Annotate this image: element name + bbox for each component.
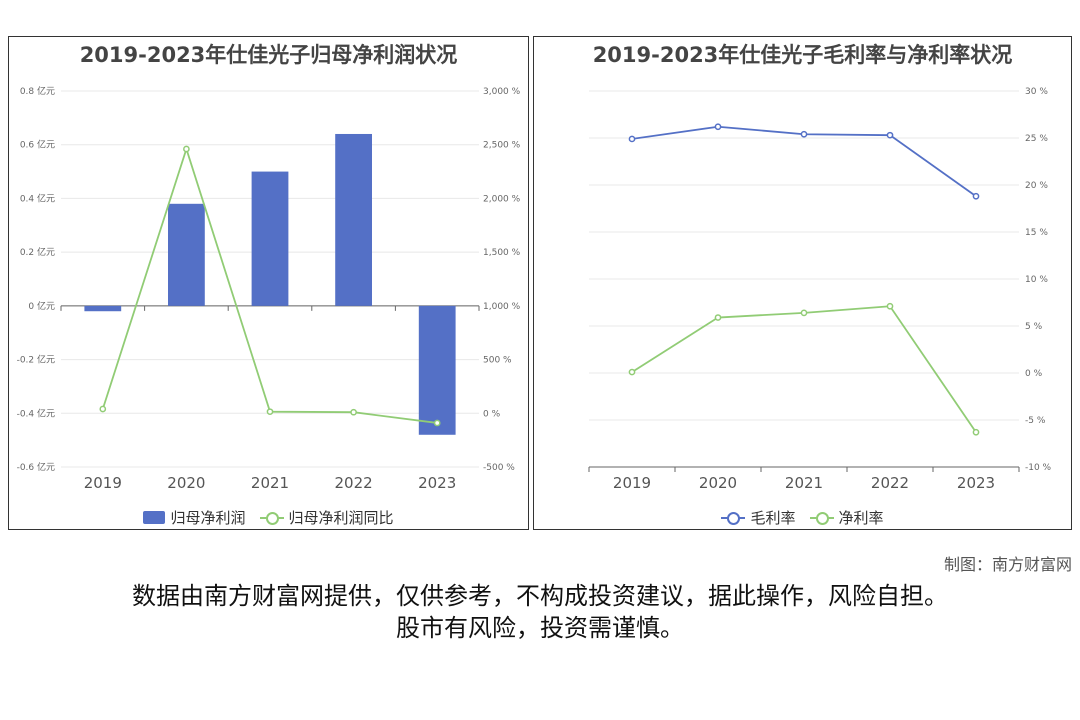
legend-item-gross-margin[interactable]: 毛利率 xyxy=(721,507,796,528)
x-tick-label: 2019 xyxy=(84,474,122,492)
y-right-tick-label: 30 % xyxy=(1025,87,1048,97)
point-net-margin-2021 xyxy=(800,309,808,317)
y-left-tick-label: 0.6 亿元 xyxy=(20,139,55,151)
legend-line-swatch xyxy=(259,511,284,525)
x-tick-label: 2022 xyxy=(335,474,373,492)
chart-credit: 制图：南方财富网 xyxy=(943,555,1072,574)
bar-net-profit-2019 xyxy=(84,305,122,312)
point-net-profit-yoy-2020 xyxy=(183,145,190,153)
x-tick-label: 2020 xyxy=(699,474,737,492)
legend-item-net-margin[interactable]: 净利率 xyxy=(809,507,884,528)
bar-net-profit-2021 xyxy=(251,171,289,306)
y-right-tick-label: 2,500 % xyxy=(483,141,521,151)
line-net-margin xyxy=(631,305,977,433)
legend-line-swatch xyxy=(809,511,834,525)
x-tick-label: 2019 xyxy=(613,474,651,492)
y-left-tick-label: 0 亿元 xyxy=(28,300,55,312)
y-right-tick-label: 1,000 % xyxy=(483,302,521,312)
point-gross-margin-2020 xyxy=(714,123,722,131)
legend-label-net-profit: 归母净利润 xyxy=(170,509,246,527)
x-tick-label: 2020 xyxy=(167,474,205,492)
bar-net-profit-2020 xyxy=(168,203,205,306)
point-gross-margin-2021 xyxy=(800,130,808,138)
net-profit-chart-panel: -0.6 亿元 -0.4 亿元 -0.2 亿元 0 亿元 0.2 亿元 0.4 亿元 0.6… xyxy=(8,36,529,530)
point-net-margin-2019 xyxy=(628,368,636,376)
point-gross-margin-2023 xyxy=(972,192,980,200)
x-tick-label: 2023 xyxy=(418,474,456,492)
y-right-tick-label: 0 % xyxy=(483,409,501,419)
y-left-tick-label: -0.2 亿元 xyxy=(17,354,55,366)
y-left-tick-label: -0.4 亿元 xyxy=(17,407,55,419)
y-right-tick-label: 15 % xyxy=(1025,228,1048,238)
disclaimer: 数据由南方财富网提供，仅供参考，不构成投资建议，据此操作，风险自担。 股市有风险… xyxy=(0,580,1080,644)
disclaimer-line-1: 数据由南方财富网提供，仅供参考，不构成投资建议，据此操作，风险自担。 xyxy=(132,582,948,610)
y-right-tick-label: -500 % xyxy=(483,463,515,473)
point-gross-margin-2019 xyxy=(628,135,636,143)
y-left-tick-label: 0.8 亿元 xyxy=(20,85,55,97)
y-left-tick-label: 0.2 亿元 xyxy=(20,246,55,258)
margin-legend: 毛利率 净利率 xyxy=(534,507,1071,528)
y-right-tick-label: 1,500 % xyxy=(483,248,521,258)
legend-label-net-margin: 净利率 xyxy=(838,509,884,527)
point-gross-margin-2022 xyxy=(886,131,894,139)
y-left-tick-label: -0.6 亿元 xyxy=(17,461,55,473)
x-tick-label: 2022 xyxy=(871,474,909,492)
x-tick-label: 2021 xyxy=(251,474,289,492)
net-profit-chart: -0.6 亿元 -0.4 亿元 -0.2 亿元 0 亿元 0.2 亿元 0.4 亿元 0.6… xyxy=(17,85,521,492)
bar-net-profit-2023 xyxy=(418,305,456,435)
bar-net-profit-2022 xyxy=(335,133,372,306)
x-tick-label: 2023 xyxy=(957,474,995,492)
point-net-profit-yoy-2019 xyxy=(99,405,107,413)
point-net-margin-2022 xyxy=(886,302,894,310)
y-right-tick-label: 5 % xyxy=(1025,322,1043,332)
y-right-tick-label: 0 % xyxy=(1025,369,1043,379)
y-right-tick-label: -5 % xyxy=(1025,416,1046,426)
legend-line-swatch xyxy=(721,511,746,525)
legend-bar-swatch xyxy=(143,511,166,524)
point-net-profit-yoy-2021 xyxy=(266,408,274,416)
legend-item-net-profit[interactable]: 归母净利润 xyxy=(143,507,246,528)
net-profit-legend: 归母净利润 归母净利润同比 xyxy=(9,507,528,528)
y-right-tick-label: 10 % xyxy=(1025,275,1048,285)
y-right-tick-label: 20 % xyxy=(1025,181,1048,191)
margin-chart-panel: -10 % -5 % 0 % 5 % 10 % 15 % 20 % 25 % 30 % 2019 2… xyxy=(533,36,1072,530)
margin-chart-title: 2019-2023年仕佳光子毛利率与净利率状况 xyxy=(592,43,1013,67)
y-left-tick-label: 0.4 亿元 xyxy=(20,192,55,204)
y-right-tick-label: 25 % xyxy=(1025,134,1048,144)
legend-label-net-profit-yoy: 归母净利润同比 xyxy=(288,509,394,527)
y-right-tick-label: 3,000 % xyxy=(483,87,521,97)
point-net-profit-yoy-2022 xyxy=(350,408,357,416)
y-right-tick-label: 2,000 % xyxy=(483,194,521,204)
point-net-margin-2020 xyxy=(714,314,722,321)
point-net-margin-2023 xyxy=(972,428,980,436)
legend-label-gross-margin: 毛利率 xyxy=(750,509,796,527)
x-tick-label: 2021 xyxy=(785,474,823,492)
net-profit-chart-title: 2019-2023年仕佳光子归母净利润状况 xyxy=(79,43,458,67)
disclaimer-line-2: 股市有风险，投资需谨慎。 xyxy=(396,614,684,642)
margin-chart: -10 % -5 % 0 % 5 % 10 % 15 % 20 % 25 % 30 % 2019 2… xyxy=(588,87,1052,492)
point-net-profit-yoy-2023 xyxy=(433,419,441,427)
legend-item-net-profit-yoy[interactable]: 归母净利润同比 xyxy=(259,507,394,528)
y-right-tick-label: 500 % xyxy=(483,356,512,366)
y-right-tick-label: -10 % xyxy=(1025,463,1052,473)
